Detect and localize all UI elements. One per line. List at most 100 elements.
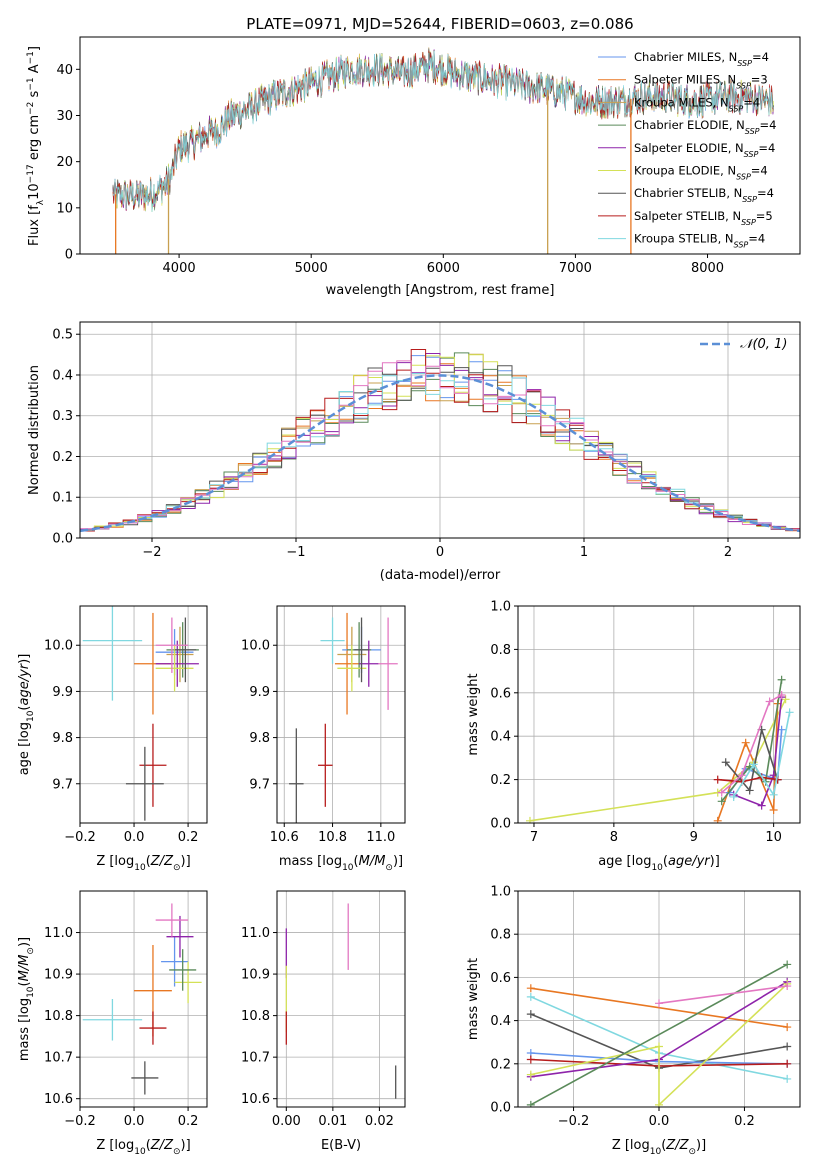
- y-tick-label: 9.8: [249, 731, 270, 746]
- axes-weight_vs_age: 7 8 9 10 0.0 0.2 0.4 0.6 0.8 1.0 age [log10(age/yr…: [466, 600, 801, 873]
- weight-marker: [783, 960, 792, 969]
- y-tick-label: 10.0: [44, 639, 73, 654]
- y-tick-label: 10: [56, 201, 73, 216]
- y-axis-label: age [log10(age/yr)]: [17, 654, 36, 776]
- x-tick-label: 0.2: [178, 830, 199, 845]
- axes-frame: [276, 890, 406, 1108]
- weight-marker: [713, 816, 722, 823]
- x-tick-label: 11.0: [366, 830, 395, 845]
- weight-marker: [769, 790, 778, 799]
- weight-series: [733, 712, 791, 798]
- weight-marker: [741, 738, 750, 747]
- y-axis-label: mass weight: [466, 958, 481, 1040]
- weight-marker: [526, 1055, 535, 1064]
- weight-series: [529, 698, 787, 822]
- weight-marker: [769, 805, 778, 814]
- y-tick-label: 20: [56, 155, 73, 170]
- weight-series: [717, 776, 778, 783]
- axes-frame: [79, 890, 208, 1108]
- weight-marker: [777, 690, 786, 699]
- y-tick-label: 0.3: [52, 409, 73, 424]
- legend-entry: Salpeter MILES, NSSP=3: [634, 73, 768, 91]
- weight-series: [658, 985, 788, 1005]
- weight-marker: [655, 1042, 663, 1051]
- weight-marker: [737, 771, 746, 780]
- x-tick-label: 0.0: [649, 1114, 670, 1129]
- x-tick-label: 0.2: [734, 1114, 755, 1129]
- x-axis-label: Z [log10(Z/Z⊙)]: [96, 854, 190, 873]
- weight-marker: [777, 675, 786, 684]
- weight-marker: [749, 760, 758, 769]
- y-tick-label: 9.9: [52, 685, 73, 700]
- y-tick-label: 10.6: [44, 1092, 73, 1107]
- weight-marker: [765, 697, 774, 706]
- y-tick-label: 1.0: [490, 885, 511, 900]
- plot-area: [82, 606, 199, 821]
- y-tick-label: 10.9: [241, 968, 270, 983]
- x-tick-label: 0: [436, 545, 444, 560]
- y-tick-label: 11.0: [44, 926, 73, 941]
- weight-marker: [729, 792, 738, 801]
- y-tick-label: 0.6: [490, 686, 511, 701]
- legend-entry: Chabrier STELIB, NSSP=4: [634, 186, 774, 204]
- axes-spectrum: 4000 5000 6000 7000 8000 0 10 20 30 40 Chabrier MI…: [26, 36, 801, 298]
- weight-marker: [655, 1100, 663, 1107]
- x-tick-label: −0.2: [64, 830, 96, 845]
- x-axis-label: Z [log10(Z/Z⊙)]: [96, 1138, 190, 1157]
- plot-area: [526, 960, 792, 1107]
- y-tick-label: 0: [65, 248, 73, 263]
- x-tick-label: 0.0: [124, 1114, 145, 1129]
- plot-area: [525, 675, 794, 823]
- x-axis-label: age [log10(age/yr)]: [598, 854, 720, 873]
- y-axis-label: Normed distribution: [27, 365, 42, 495]
- plot-area: [285, 903, 397, 1099]
- x-tick-label: 6000: [427, 261, 460, 276]
- y-tick-label: 0.1: [52, 491, 73, 506]
- axes-mass_vs_z: −0.2 0.0 0.2 10.6 10.7 10.8 10.9 11.0 Z [log10(Z…: [17, 890, 208, 1157]
- plot-area: [289, 612, 398, 823]
- x-tick-label: 7: [530, 830, 538, 845]
- x-axis-label: wavelength [Angstrom, rest frame]: [326, 283, 555, 298]
- weight-marker: [526, 1070, 535, 1079]
- y-tick-label: 0.0: [490, 817, 511, 832]
- weight-marker: [757, 801, 766, 810]
- axes-mass_vs_ebv: 0.00 0.01 0.02 10.6 10.7 10.8 10.9 11.0 E(B-V): [241, 890, 406, 1153]
- weight-marker: [783, 1042, 792, 1051]
- x-tick-label: 10: [765, 830, 782, 845]
- y-tick-label: 9.9: [249, 685, 270, 700]
- weight-marker: [717, 788, 726, 797]
- plot-area: [80, 349, 800, 533]
- y-tick-label: 10.9: [44, 968, 73, 983]
- spectrum-line: [112, 51, 774, 213]
- legend-entry: Chabrier MILES, NSSP=4: [634, 50, 769, 68]
- y-tick-label: 0.4: [490, 730, 511, 745]
- x-tick-label: 8000: [691, 261, 724, 276]
- x-tick-label: 9: [690, 830, 698, 845]
- weight-marker: [713, 775, 722, 784]
- weight-series: [530, 963, 788, 1106]
- weight-marker: [783, 1023, 792, 1032]
- y-tick-label: 9.7: [52, 777, 73, 792]
- weight-marker: [526, 1100, 535, 1107]
- x-tick-label: 4000: [163, 261, 196, 276]
- x-tick-label: −0.2: [558, 1114, 590, 1129]
- y-tick-label: 0.2: [52, 450, 73, 465]
- axes-age_vs_z: −0.2 0.0 0.2 9.7 9.8 9.9 10.0 Z [log10(Z/Z⊙)] ag…: [17, 605, 208, 873]
- weight-marker: [783, 982, 792, 991]
- y-tick-label: 11.0: [241, 926, 270, 941]
- weight-series: [530, 987, 788, 1028]
- y-tick-label: 0.5: [52, 328, 73, 343]
- axes-frame: [276, 605, 406, 824]
- weight-series: [733, 697, 783, 807]
- weight-series: [725, 729, 779, 793]
- x-tick-label: 0.01: [318, 1114, 347, 1129]
- y-axis-label: mass weight: [466, 673, 481, 755]
- x-tick-label: 0.00: [272, 1114, 301, 1129]
- x-tick-label: 1: [580, 545, 588, 560]
- y-tick-label: 1.0: [490, 600, 511, 615]
- weight-marker: [783, 1074, 792, 1083]
- legend-entry: Kroupa STELIB, NSSP=4: [634, 232, 765, 250]
- plot-area: [82, 903, 202, 1095]
- y-tick-label: 0.2: [490, 773, 511, 788]
